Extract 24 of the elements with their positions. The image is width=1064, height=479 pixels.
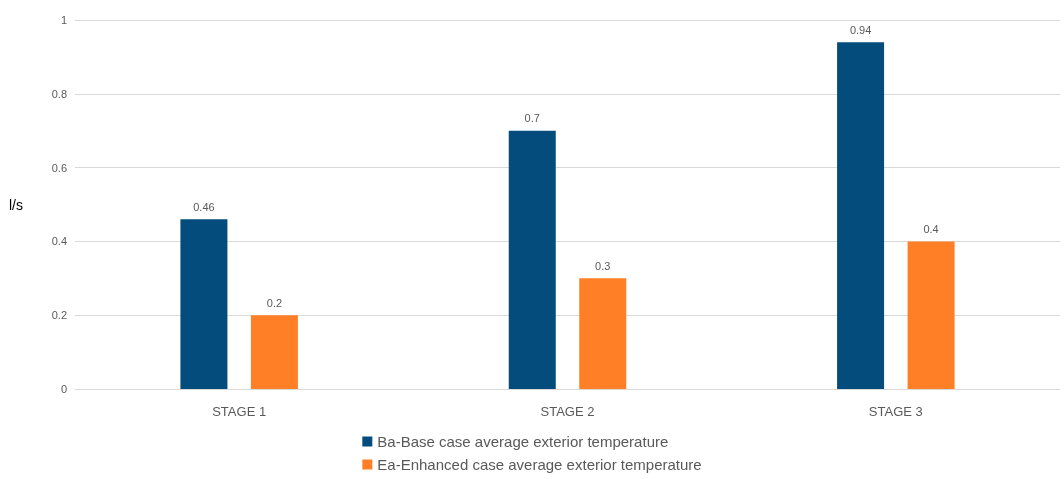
legend-label: Ba-Base case average exterior temperature	[377, 433, 669, 450]
bar	[180, 219, 228, 389]
y-tick-label: 0.2	[51, 309, 67, 322]
y-tick-label: 0	[60, 383, 67, 395]
data-label: 0.3	[595, 259, 611, 272]
y-tick-label: 0.4	[51, 235, 67, 248]
y-tick-label: 0.6	[51, 161, 67, 174]
y-axis-title: l/s	[9, 196, 23, 213]
data-label: 0.7	[524, 112, 540, 125]
data-label: 0.2	[266, 296, 283, 309]
data-label: 0.46	[193, 200, 215, 213]
bar	[579, 278, 627, 389]
x-tick-label: STAGE 1	[212, 404, 267, 419]
x-tick-label: STAGE 2	[540, 404, 595, 419]
y-tick-label: 0.8	[51, 87, 67, 100]
bar	[837, 42, 885, 389]
x-tick-label: STAGE 3	[868, 404, 923, 419]
data-label: 0.4	[923, 222, 939, 235]
bar	[508, 130, 556, 389]
data-label: 0.94	[849, 23, 872, 36]
bar	[250, 315, 298, 389]
y-tick-label: 1	[60, 14, 67, 26]
bar	[907, 241, 955, 389]
legend-label: Ea-Enhanced case average exterior temperature	[377, 456, 702, 473]
